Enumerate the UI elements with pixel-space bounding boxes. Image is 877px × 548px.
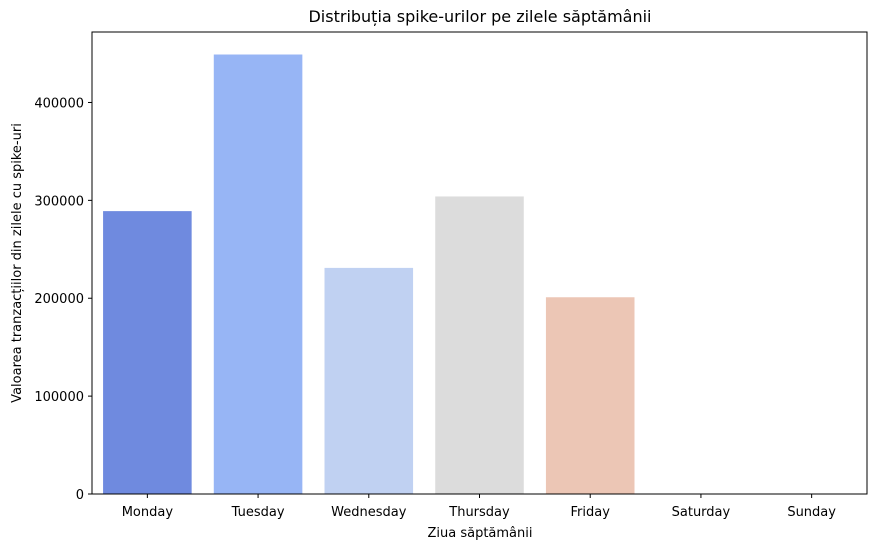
y-tick-label: 400000 xyxy=(34,96,84,111)
bar-thursday xyxy=(435,196,524,494)
x-axis-ticks: Monday Tuesday Wednesday Thursday Friday Satu… xyxy=(122,494,836,520)
x-tick-label-thursday: Thursday xyxy=(448,505,510,520)
x-tick-label-saturday: Saturday xyxy=(672,505,731,520)
y-tick-label: 300000 xyxy=(34,194,84,209)
bar-monday xyxy=(103,211,192,495)
y-axis-label: Valoarea tranzacțiilor din zilele cu spi… xyxy=(10,123,25,403)
bars-group xyxy=(103,54,635,495)
y-tick-label: 100000 xyxy=(34,390,84,405)
bar-tuesday xyxy=(213,54,303,495)
x-tick-label-friday: Friday xyxy=(571,505,611,520)
chart-title: Distribuția spike-urilor pe zilele săptă… xyxy=(308,7,651,26)
x-tick-label-tuesday: Tuesday xyxy=(231,505,285,520)
x-tick-label-wednesday: Wednesday xyxy=(331,505,407,520)
bar-friday xyxy=(545,297,635,494)
x-tick-label-monday: Monday xyxy=(122,505,174,520)
y-axis-ticks: 0 100000 200000 300000 400000 xyxy=(34,96,92,503)
bar-wednesday xyxy=(324,267,414,494)
x-tick-label-sunday: Sunday xyxy=(787,505,836,520)
plot-frame xyxy=(91,31,868,495)
y-tick-label: 200000 xyxy=(34,292,84,307)
y-tick-label: 0 xyxy=(76,488,84,503)
x-axis-label: Ziua săptămânii xyxy=(427,526,532,541)
